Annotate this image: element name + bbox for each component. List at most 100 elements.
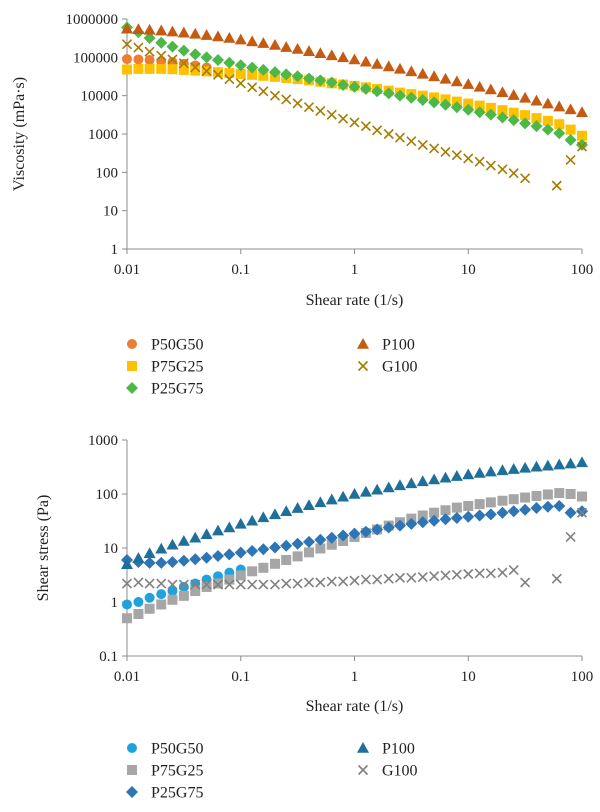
data-point [235, 570, 246, 581]
data-point [133, 608, 144, 619]
data-point [303, 577, 315, 588]
data-point [451, 569, 462, 580]
y-tick-label: 1 [111, 242, 119, 258]
data-point [462, 468, 475, 480]
data-point [325, 76, 338, 89]
data-point [133, 42, 144, 53]
series-p75g25 [122, 488, 587, 624]
data-point [576, 505, 588, 518]
data-point [280, 539, 293, 552]
data-point [484, 83, 497, 95]
x-tick-label: 1 [351, 262, 359, 278]
data-point [269, 579, 281, 590]
data-point [565, 489, 576, 499]
data-point [190, 62, 201, 73]
data-point [144, 578, 155, 589]
data-point [178, 58, 189, 69]
data-point [189, 27, 202, 39]
data-point [473, 80, 486, 92]
data-point [302, 535, 315, 548]
data-point [576, 141, 588, 152]
data-point [371, 523, 384, 536]
data-point [405, 517, 418, 530]
data-point [496, 111, 509, 124]
legend-label: G100 [382, 763, 418, 780]
data-point [325, 49, 338, 61]
data-point [440, 570, 451, 581]
data-point [360, 574, 371, 585]
data-point [497, 164, 508, 175]
data-point [121, 558, 133, 570]
data-point [121, 578, 133, 589]
data-point [258, 579, 269, 590]
y-tick-label: 1000000 [66, 12, 119, 28]
data-point [416, 67, 429, 79]
series-p25g75 [121, 499, 588, 569]
data-point [417, 510, 428, 521]
data-point [564, 506, 577, 519]
legend-label: P75G25 [151, 359, 203, 376]
data-point [553, 127, 566, 140]
data-point [577, 491, 587, 502]
data-point [234, 33, 247, 45]
data-point [576, 106, 588, 118]
data-point [224, 579, 235, 590]
data-point [156, 578, 167, 589]
data-point [564, 103, 577, 115]
y-tick-label: 0.1 [99, 649, 118, 665]
data-point [257, 511, 270, 523]
data-point [133, 597, 144, 607]
data-point [223, 548, 236, 561]
data-point [235, 68, 246, 79]
data-point [212, 54, 225, 67]
legend-label: G100 [382, 359, 418, 376]
x-axis-label: Shear rate (1/s) [306, 292, 404, 309]
data-point [337, 78, 350, 91]
data-point [144, 603, 155, 614]
data-point [314, 496, 327, 508]
data-point [178, 590, 189, 601]
data-point [143, 31, 156, 44]
data-point [177, 534, 190, 546]
data-point [247, 579, 258, 590]
data-point [325, 531, 338, 544]
data-point [530, 502, 543, 515]
data-point [268, 66, 281, 79]
data-point [383, 128, 394, 140]
data-point [576, 507, 588, 518]
data-point [246, 514, 259, 526]
data-point [178, 64, 189, 75]
data-point [541, 123, 554, 136]
data-point [393, 62, 406, 74]
data-point [122, 64, 132, 75]
x-tick-label: 1 [351, 669, 359, 685]
data-point [200, 528, 213, 540]
data-point [143, 556, 156, 569]
data-point [497, 495, 508, 506]
data-point [497, 105, 508, 116]
data-point [190, 65, 201, 76]
legend-marker [357, 338, 369, 349]
data-point [177, 44, 190, 57]
data-point [383, 573, 394, 584]
data-point [247, 566, 258, 577]
data-point [303, 547, 314, 558]
data-point [234, 517, 247, 529]
data-point [348, 527, 361, 540]
x-tick-label: 0.1 [231, 669, 250, 685]
data-point [428, 96, 441, 109]
viscosity-chart: 1 10 100 1000 10000 100000 1000000 0.01 0.1 1 10 10… [11, 12, 593, 309]
data-point [246, 61, 259, 74]
data-point [200, 29, 213, 40]
data-point [576, 138, 588, 151]
legend-item: P100 [357, 741, 415, 758]
data-point [302, 45, 315, 56]
data-point [234, 546, 247, 559]
data-point [508, 107, 519, 118]
legend-item: P100 [357, 337, 415, 354]
x-tick-label: 10 [461, 669, 476, 685]
legend-item: P75G25 [127, 359, 203, 376]
data-point [382, 481, 395, 493]
data-point [393, 479, 406, 491]
data-point [291, 502, 304, 513]
